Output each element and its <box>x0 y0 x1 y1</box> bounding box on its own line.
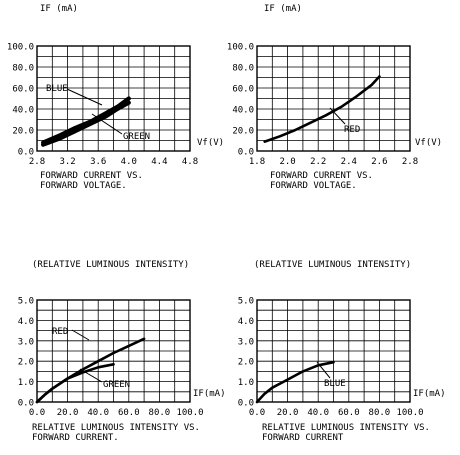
x-tick-label: 100.0 <box>396 408 423 418</box>
series-line-blue <box>255 360 335 404</box>
y-tick-label: 80.0 <box>232 64 254 74</box>
y-tick-label: 0.0 <box>238 399 254 409</box>
x-axis-label: IF(mA) <box>413 389 446 399</box>
x-tick-label: 4.0 <box>121 157 137 167</box>
y-tick-label: 40.0 <box>232 106 254 116</box>
x-tick-label: 20.0 <box>277 408 299 418</box>
x-tick-label: 100.0 <box>176 408 203 418</box>
chart-caption-line: FORWARD CURRENT VS. <box>270 171 373 181</box>
x-axis-label: Vf(V) <box>197 138 224 148</box>
chart-caption-line: FORWARD CURRENT. <box>32 433 119 443</box>
series-leader-line <box>66 88 103 106</box>
y-tick-label: 0.0 <box>18 148 34 158</box>
x-tick-label: 2.0 <box>279 157 295 167</box>
y-tick-label: 1.0 <box>18 378 34 388</box>
series-label-red: RED <box>344 125 360 135</box>
series-label-red: RED <box>52 327 68 337</box>
series-leader-line <box>329 107 346 125</box>
series-leader-line <box>316 361 331 379</box>
y-tick-label: 60.0 <box>232 85 254 95</box>
y-axis-label: IF (mA) <box>264 4 302 14</box>
y-tick-label: 4.0 <box>18 317 34 327</box>
series-line-red <box>263 75 381 143</box>
x-tick-label: 2.8 <box>29 157 45 167</box>
y-tick-label: 2.0 <box>238 358 254 368</box>
plot-frame <box>36 45 191 152</box>
series-leader-line <box>71 329 90 341</box>
plot-frame <box>256 299 411 403</box>
chart-panel-3: 0.0 1.0 2.0 3.0 4.0 5.0 0.0 20.0 40.0 60.0 80.0 100… <box>18 260 226 443</box>
series-leader-line <box>91 113 123 135</box>
y-tick-label: 20.0 <box>232 127 254 137</box>
series-line-green <box>35 362 115 404</box>
y-tick-label: 4.0 <box>238 317 254 327</box>
plot-frame <box>36 299 191 403</box>
y-tick-label: 0.0 <box>18 399 34 409</box>
y-axis-label: (RELATIVE LUMINOUS INTENSITY) <box>32 260 189 270</box>
x-tick-label: 3.2 <box>59 157 75 167</box>
x-axis-label: Vf(V) <box>415 138 442 148</box>
y-tick-label: 100.0 <box>227 43 254 53</box>
series-label-blue: BLUE <box>46 84 68 94</box>
chart-caption-line: FORWARD CURRENT <box>262 433 344 443</box>
y-axis-label: IF (mA) <box>40 4 78 14</box>
y-tick-label: 80.0 <box>12 64 34 74</box>
y-tick-label: 100.0 <box>7 43 34 53</box>
series-line-green <box>40 100 131 147</box>
x-tick-label: 60.0 <box>118 408 140 418</box>
x-tick-label: 0.0 <box>249 408 265 418</box>
y-tick-label: 40.0 <box>12 106 34 116</box>
x-tick-label: 80.0 <box>149 408 171 418</box>
x-axis-label: IF(mA) <box>193 389 226 399</box>
x-tick-label: 40.0 <box>307 408 329 418</box>
y-tick-label: 5.0 <box>238 297 254 307</box>
y-tick-label: 3.0 <box>238 337 254 347</box>
x-tick-label: 2.8 <box>402 157 418 167</box>
y-tick-label: 60.0 <box>12 85 34 95</box>
y-tick-label: 3.0 <box>18 337 34 347</box>
x-tick-label: 2.2 <box>310 157 326 167</box>
x-tick-label: 1.8 <box>249 157 265 167</box>
x-tick-label: 0.0 <box>29 408 45 418</box>
y-tick-label: 0.0 <box>238 148 254 158</box>
y-axis-label: (RELATIVE LUMINOUS INTENSITY) <box>254 260 411 270</box>
series-label-blue: BLUE <box>324 379 346 389</box>
series-label-green: GREEN <box>123 132 150 142</box>
y-tick-label: 20.0 <box>12 127 34 137</box>
chart-caption-line: FORWARD VOLTAGE. <box>270 181 357 191</box>
x-tick-label: 3.6 <box>90 157 106 167</box>
chart-panel-1: 0.0 20.0 40.0 60.0 80.0 100.0 2.8 3.2 3.6 4.0 4.4 4… <box>7 4 224 191</box>
series-line-blue <box>40 96 131 145</box>
x-tick-label: 4.4 <box>151 157 167 167</box>
x-tick-label: 80.0 <box>369 408 391 418</box>
x-tick-label: 2.6 <box>371 157 387 167</box>
x-tick-label: 40.0 <box>87 408 109 418</box>
y-tick-label: 5.0 <box>18 297 34 307</box>
chart-panel-2: 0.0 20.0 40.0 60.0 80.0 100.0 1.8 2.0 2.2 2.4 2.6 2… <box>227 4 442 191</box>
x-tick-label: 20.0 <box>57 408 79 418</box>
x-tick-label: 4.8 <box>182 157 198 167</box>
chart-caption-line: FORWARD CURRENT VS. <box>40 171 143 181</box>
x-tick-label: 2.4 <box>341 157 357 167</box>
chart-caption-line: FORWARD VOLTAGE. <box>40 181 127 191</box>
series-leader-line <box>79 368 103 383</box>
series-label-green: GREEN <box>103 380 130 390</box>
chart-caption-line: RELATIVE LUMINOUS INTENSITY VS. <box>262 423 430 433</box>
y-tick-label: 2.0 <box>18 358 34 368</box>
x-tick-label: 60.0 <box>338 408 360 418</box>
chart-caption-line: RELATIVE LUMINOUS INTENSITY VS. <box>32 423 200 433</box>
chart-panel-4: 0.0 1.0 2.0 3.0 4.0 5.0 0.0 20.0 40.0 60.0 80.0 100… <box>238 260 446 443</box>
y-tick-label: 1.0 <box>238 378 254 388</box>
plot-frame <box>256 45 411 152</box>
